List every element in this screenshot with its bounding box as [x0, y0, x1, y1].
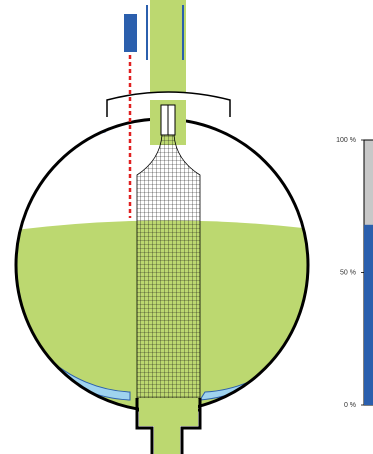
- level-gauge: 100 % 50 % 0 %: [336, 137, 373, 409]
- level-sensor: [124, 14, 137, 52]
- mesh-filter: [136, 134, 201, 399]
- jacket-right: [199, 124, 308, 401]
- gauge-tick-label: 0 %: [344, 402, 356, 409]
- gauge-tick-label: 50 %: [340, 269, 356, 276]
- outlet: [139, 398, 198, 454]
- gauge-level: [364, 224, 373, 405]
- gauge-tick-label: 100 %: [336, 137, 356, 144]
